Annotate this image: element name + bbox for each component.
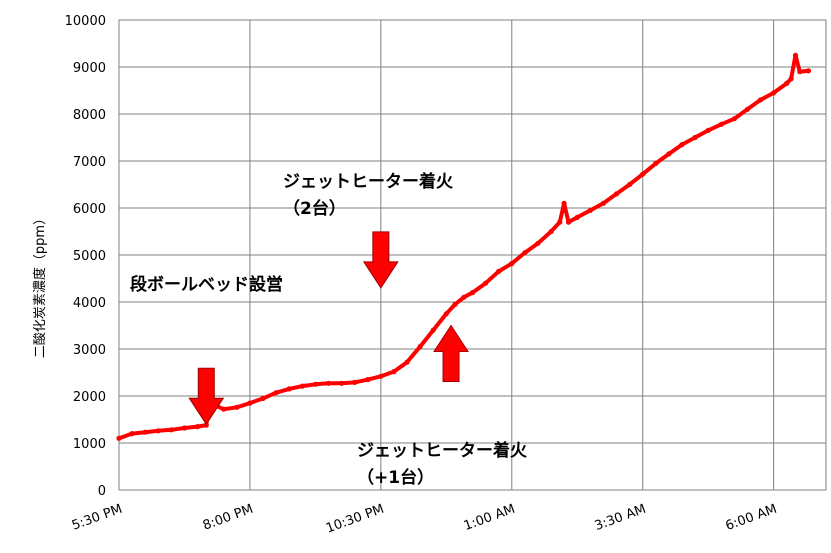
data-point xyxy=(679,142,685,148)
annotation-arrow xyxy=(433,324,469,382)
data-point xyxy=(692,134,698,141)
data-point xyxy=(640,171,646,177)
y-tick-label: 4000 xyxy=(73,296,106,311)
data-point xyxy=(548,228,554,235)
data-point xyxy=(666,151,672,157)
data-point xyxy=(234,404,240,410)
data-point xyxy=(352,379,358,385)
data-point xyxy=(417,344,423,350)
data-point xyxy=(142,429,148,435)
data-point xyxy=(247,400,253,406)
x-tick-label: 6:00 AM xyxy=(724,502,779,534)
annotation: ジェットヒーター着火 （+1台） xyxy=(357,324,528,488)
annotation-arrow xyxy=(188,367,225,426)
x-tick-label: 3:30 AM xyxy=(593,502,648,534)
data-point xyxy=(203,422,209,428)
data-point xyxy=(509,260,515,267)
data-point xyxy=(784,80,790,86)
data-point xyxy=(587,207,593,213)
data-point xyxy=(378,373,384,379)
data-point xyxy=(299,383,305,389)
data-point xyxy=(286,386,292,392)
y-tick-label: 9000 xyxy=(73,61,106,76)
data-point xyxy=(461,294,467,300)
data-point xyxy=(221,406,227,412)
y-tick-label: 3000 xyxy=(73,343,106,358)
grid xyxy=(118,19,827,491)
data-point xyxy=(561,200,567,206)
annotation-text: （2台） xyxy=(283,198,346,219)
data-point xyxy=(535,240,541,246)
y-tick-label: 10000 xyxy=(65,14,106,29)
annotation-text: ジェットヒーター着火 xyxy=(357,440,528,461)
series-co2 xyxy=(116,52,812,441)
data-point xyxy=(496,268,502,274)
data-point xyxy=(452,301,458,307)
data-point xyxy=(181,425,188,431)
data-point xyxy=(443,311,449,317)
y-tick-label: 2000 xyxy=(73,390,106,405)
data-point xyxy=(430,327,436,333)
data-point xyxy=(312,381,318,387)
data-point xyxy=(391,369,397,375)
y-tick-label: 1000 xyxy=(73,437,106,452)
data-point xyxy=(195,424,201,430)
y-axis-label: 二酸化炭素濃度（ppm） xyxy=(32,212,48,358)
data-point xyxy=(365,377,371,383)
data-point xyxy=(731,116,738,122)
annotation: ジェットヒーター着火 （2台） xyxy=(283,171,454,289)
data-point xyxy=(557,219,563,225)
annotation-text: 段ボールベッド設営 xyxy=(130,274,283,295)
data-point xyxy=(155,428,161,434)
x-axis-ticks: 5:30 PM 8:00 PM 10:30 PM 1:00 AM 3:30 AM 6:00… xyxy=(70,502,779,537)
data-point xyxy=(273,390,279,396)
annotation-text: ジェットヒーター着火 xyxy=(283,171,454,192)
data-point xyxy=(404,359,410,365)
x-tick-label: 5:30 PM xyxy=(70,502,124,534)
data-point xyxy=(565,219,572,225)
y-tick-label: 6000 xyxy=(73,202,106,217)
x-tick-label: 1:00 AM xyxy=(462,502,517,534)
data-point xyxy=(653,160,659,166)
data-point xyxy=(116,435,122,441)
y-tick-label: 7000 xyxy=(73,155,106,170)
annotation: 段ボールベッド設営 xyxy=(130,274,283,426)
data-point xyxy=(744,106,751,112)
y-tick-label: 8000 xyxy=(73,108,106,123)
data-point xyxy=(574,214,580,220)
y-axis-ticks: 0 1000 2000 3000 4000 5000 6000 7000 8000 9000 100… xyxy=(65,14,106,499)
x-tick-label: 8:00 PM xyxy=(201,502,255,534)
annotation-arrow xyxy=(362,231,399,289)
y-tick-label: 0 xyxy=(98,484,106,499)
data-point xyxy=(613,191,620,197)
data-point xyxy=(600,200,607,206)
data-point xyxy=(705,127,711,133)
data-point xyxy=(522,250,528,256)
data-point xyxy=(325,380,332,386)
data-point xyxy=(771,90,777,96)
data-point xyxy=(129,431,135,437)
data-point xyxy=(168,427,174,433)
data-point xyxy=(788,76,794,82)
series-line xyxy=(117,53,811,441)
y-tick-label: 5000 xyxy=(73,249,106,264)
data-point xyxy=(757,97,764,103)
data-point xyxy=(797,69,803,75)
data-point xyxy=(792,52,799,58)
annotation-text: （+1台） xyxy=(357,467,434,488)
x-tick-label: 10:30 PM xyxy=(324,502,386,537)
data-point xyxy=(718,121,724,127)
data-point xyxy=(469,290,476,296)
data-point xyxy=(339,380,345,386)
data-point xyxy=(627,181,633,188)
data-point xyxy=(483,280,489,286)
data-point xyxy=(805,68,812,74)
data-point xyxy=(260,395,266,401)
